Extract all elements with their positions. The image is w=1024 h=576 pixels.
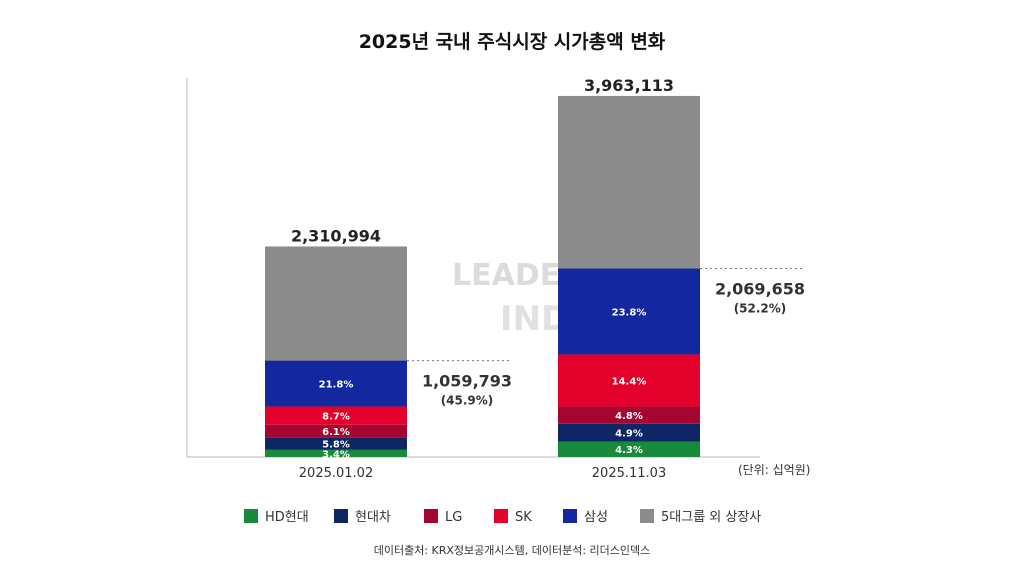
bar-segment-삼성 <box>558 268 700 355</box>
bar-segment-SK <box>558 354 700 407</box>
bar-segment-LG <box>265 424 407 438</box>
legend-label: 삼성 <box>584 510 608 525</box>
legend-swatch <box>640 509 654 523</box>
segment-label: 3.4% <box>322 449 350 460</box>
bar-segment-현대차 <box>265 437 407 450</box>
segment-label: 6.1% <box>322 427 350 438</box>
bar-segment-5대그룹 외 상장사 <box>265 246 407 361</box>
segment-label: 4.8% <box>615 411 643 422</box>
bar-segment-LG <box>558 406 700 424</box>
bar-segment-삼성 <box>265 360 407 407</box>
segment-label: 21.8% <box>319 380 354 391</box>
legend-swatch <box>244 509 258 523</box>
segment-label: 4.9% <box>615 429 643 440</box>
legend-label: SK <box>515 510 532 525</box>
legend-swatch <box>334 509 348 523</box>
unit-label: (단위: 십억원) <box>738 463 810 477</box>
legend-label: 5대그룹 외 상장사 <box>661 510 761 525</box>
legend-label: LG <box>445 510 462 525</box>
bar-segment-현대차 <box>558 423 700 442</box>
chart-title: 2025년 국내 주식시장 시가총액 변화 <box>359 31 666 53</box>
bar-segment-HD현대 <box>265 449 407 457</box>
x-tick-label: 2025.01.02 <box>299 466 373 481</box>
legend-swatch <box>563 509 577 523</box>
source-note: 데이터출처: KRX정보공개시스템, 데이터분석: 리더스인덱스 <box>374 544 651 557</box>
x-tick-label: 2025.11.03 <box>592 466 666 481</box>
bar-segment-HD현대 <box>558 441 700 457</box>
bar-segment-5대그룹 외 상장사 <box>558 95 700 269</box>
total-label: 2,310,994 <box>291 226 381 245</box>
bar-segment-SK <box>265 406 407 425</box>
legend-swatch <box>424 509 438 523</box>
legend-swatch <box>494 509 508 523</box>
group5-total-label: 1,059,793 <box>422 372 512 391</box>
segment-label: 8.7% <box>322 412 350 423</box>
segment-label: 5.8% <box>322 440 350 451</box>
group5-total-label: 2,069,658 <box>715 280 805 299</box>
group5-pct-label: (52.2%) <box>734 302 787 316</box>
legend-label: 현대차 <box>355 510 391 525</box>
total-label: 3,963,113 <box>584 76 674 95</box>
group5-pct-label: (45.9%) <box>441 394 494 408</box>
segment-label: 23.8% <box>612 307 647 318</box>
segment-label: 4.3% <box>615 445 643 456</box>
segment-label: 14.4% <box>612 376 647 387</box>
legend-label: HD현대 <box>265 510 309 525</box>
